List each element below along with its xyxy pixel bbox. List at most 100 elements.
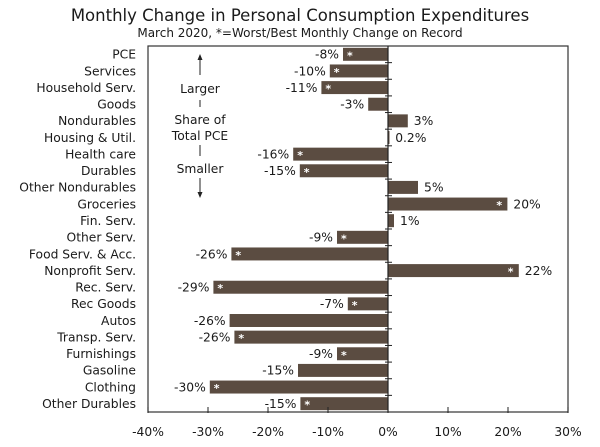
data-label: -15%: [264, 164, 296, 178]
category-label: Durables: [81, 164, 136, 178]
category-label: Gasoline: [83, 364, 136, 378]
data-label: -29%: [178, 281, 210, 295]
axes: -40% -30% -20% -10% 0% 10% 20% 30%: [132, 45, 582, 439]
data-label: -30%: [174, 380, 206, 394]
share-annotation: Larger Share of Total PCE Smaller: [171, 54, 228, 198]
bar-transp-serv-: [234, 330, 388, 344]
data-label: -9%: [309, 231, 333, 245]
bar-autos: [229, 314, 388, 327]
x-tick-label: -40%: [132, 425, 164, 439]
record-marker: *: [217, 282, 223, 295]
data-label: 5%: [424, 181, 444, 195]
bar-fin-serv-: [388, 214, 394, 228]
bar-other-durables: [300, 397, 388, 411]
record-marker: *: [341, 349, 347, 362]
data-label: 22%: [525, 264, 552, 278]
record-marker: *: [347, 49, 353, 62]
category-label: Furnishings: [66, 347, 136, 361]
bar-food-serv-acc-: [231, 247, 388, 261]
bar-services: [329, 64, 388, 78]
record-marker: *: [496, 199, 502, 212]
data-label: -7%: [320, 297, 344, 311]
bar-clothing: [209, 380, 388, 394]
category-label: Rec. Serv.: [75, 281, 136, 295]
record-marker: *: [334, 66, 340, 79]
category-label: Household Serv.: [36, 81, 136, 95]
record-marker: *: [238, 332, 244, 345]
bar-rec-serv-: [213, 280, 388, 294]
data-label: -16%: [257, 147, 289, 161]
chart-subtitle: March 2020, *=Worst/Best Monthly Change …: [137, 26, 463, 40]
bar-nonprofit-serv-: [388, 264, 519, 278]
bar-household-serv-: [321, 81, 388, 95]
data-labels: -8% *-10% *-11% *-3%3%0.2%-16% *-15% *5%20%*1…: [174, 48, 552, 412]
chart-title: Monthly Change in Personal Consumption E…: [70, 6, 530, 25]
data-label: 1%: [400, 214, 420, 228]
bar-groceries: [388, 197, 508, 211]
bar-goods: [368, 97, 388, 111]
data-label: -26%: [196, 247, 228, 261]
data-label: -10%: [294, 64, 326, 78]
category-label: Other Serv.: [67, 231, 136, 245]
bar-rec-goods: [347, 297, 388, 311]
bar-housing-util-: [388, 131, 390, 144]
category-label: Autos: [101, 314, 136, 328]
annotation-larger: Larger: [180, 82, 221, 96]
record-marker: *: [297, 149, 303, 162]
category-label: Health care: [65, 147, 136, 161]
data-label: -8%: [315, 48, 339, 62]
plot-frame: [147, 45, 569, 413]
data-label: -26%: [194, 314, 226, 328]
bar-durables: [299, 164, 388, 178]
arrow-up-head-icon: [197, 54, 203, 60]
data-label: -9%: [309, 347, 333, 361]
bar-pce: [343, 47, 388, 61]
category-label: Rec Goods: [71, 297, 136, 311]
record-marker: *: [508, 266, 514, 279]
x-tick-label: 20%: [494, 425, 521, 439]
bars-group: [209, 47, 519, 411]
record-marker: *: [214, 382, 220, 395]
data-label: 3%: [414, 114, 434, 128]
x-tick-label: -10%: [312, 425, 344, 439]
data-label: 0.2%: [395, 131, 426, 145]
x-tick-label: 0%: [378, 425, 398, 439]
category-label: Fin. Serv.: [80, 214, 136, 228]
category-label: Nonprofit Serv.: [44, 264, 136, 278]
data-label: -3%: [340, 98, 364, 112]
category-labels: PCE Services Household Serv. Goods Nondurabl…: [19, 48, 136, 411]
category-label: Other Nondurables: [19, 181, 136, 195]
bar-furnishings: [337, 347, 388, 361]
category-label: Transp. Serv.: [56, 330, 136, 344]
data-label: -26%: [199, 330, 231, 344]
arrow-down-head-icon: [197, 192, 203, 198]
x-tick-label: 10%: [434, 425, 461, 439]
bar-gasoline: [298, 363, 388, 377]
category-label: Food Serv. & Acc.: [29, 247, 136, 261]
record-marker: *: [304, 399, 310, 412]
category-label: Services: [84, 64, 136, 78]
x-tick-label: -20%: [252, 425, 284, 439]
bar-nondurables: [388, 114, 408, 128]
data-label: -11%: [286, 81, 318, 95]
record-marker: *: [325, 83, 331, 96]
bar-other-nondurables: [388, 180, 418, 194]
annotation-total-pce: Total PCE: [171, 129, 228, 143]
record-marker: *: [235, 249, 241, 262]
category-label: Goods: [97, 98, 136, 112]
bar-health-care: [293, 147, 388, 161]
category-label: PCE: [112, 48, 136, 62]
data-label: -15%: [262, 364, 294, 378]
record-marker: *: [304, 166, 310, 179]
x-tick-label: -30%: [192, 425, 224, 439]
bar-other-serv-: [337, 230, 388, 244]
x-tick-label: 30%: [554, 425, 581, 439]
record-marker: *: [341, 232, 347, 245]
annotation-smaller: Smaller: [177, 162, 225, 176]
category-label: Housing & Util.: [44, 131, 136, 145]
data-label: -15%: [265, 397, 297, 411]
data-label: 20%: [513, 197, 540, 211]
record-marker: *: [352, 299, 358, 312]
category-label: Nondurables: [58, 114, 136, 128]
